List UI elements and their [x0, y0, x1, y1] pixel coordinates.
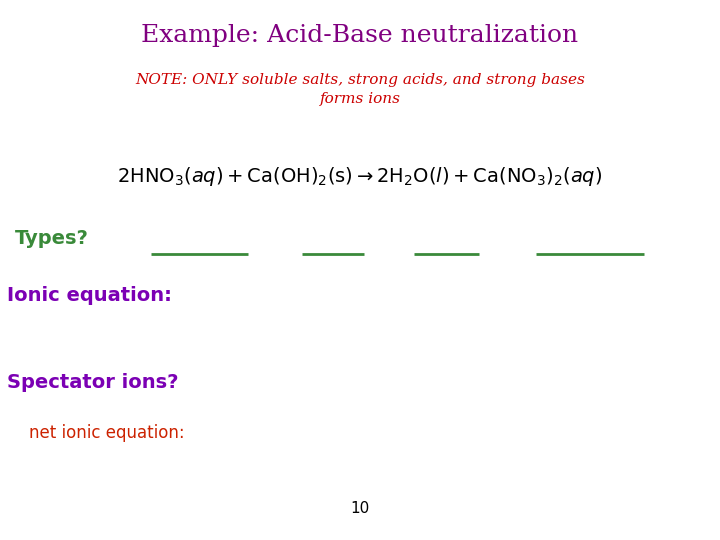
Text: Spectator ions?: Spectator ions?: [7, 373, 179, 392]
Text: 10: 10: [351, 501, 369, 516]
Text: Example: Acid-Base neutralization: Example: Acid-Base neutralization: [141, 24, 579, 48]
Text: net ionic equation:: net ionic equation:: [29, 424, 184, 442]
Text: Ionic equation:: Ionic equation:: [7, 286, 172, 305]
Text: Types?: Types?: [14, 230, 89, 248]
Text: NOTE: ONLY soluble salts, strong acids, and strong bases
forms ions: NOTE: ONLY soluble salts, strong acids, …: [135, 73, 585, 106]
Text: $\mathregular{2HNO_3(}$$\mathit{aq}$$\mathregular{) + Ca(OH)_2(s) \rightarrow 2H: $\mathregular{2HNO_3(}$$\mathit{aq}$$\ma…: [117, 165, 603, 188]
